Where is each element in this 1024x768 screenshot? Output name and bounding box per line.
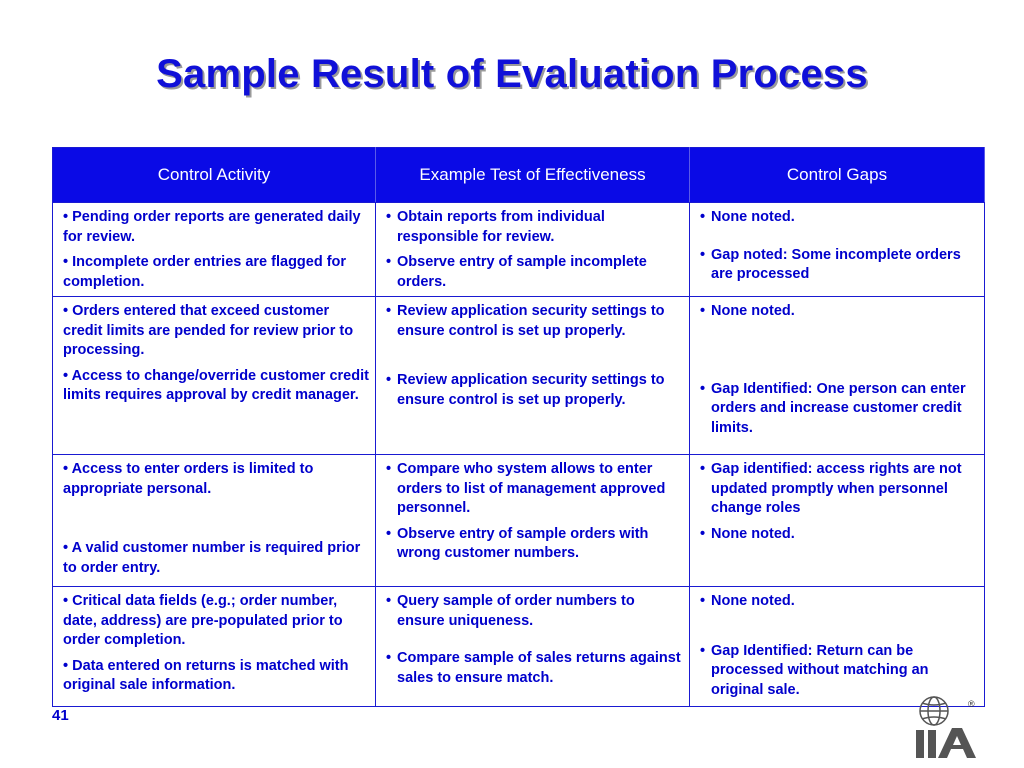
gap-text: Gap noted: Some incomplete orders are pr… [711,246,961,283]
list-item: • Gap identified: access rights are not u… [700,460,978,519]
list-item: • Gap Identified: Return can be processed… [700,642,978,701]
bullet: • [386,461,392,477]
svg-text:®: ® [968,699,975,709]
test-text: Compare sample of sales returns against … [397,650,681,686]
activity-cell: • Pending order reports are generated da… [52,202,376,297]
list-item: • Review application security settings to… [386,302,683,341]
gap-text: None noted. [711,593,795,609]
globe-icon: ® [916,696,976,758]
test-text: Observe entry of sample incomplete order… [397,254,647,290]
list-item: • None noted. [700,302,978,322]
gap-text: Gap Identified: One person can enter ord… [711,380,966,436]
test-cell: • Query sample of order numbers to ensure… [375,586,690,707]
table-row: • Pending order reports are generated da… [52,202,985,297]
bullet: • [700,642,706,659]
gap-text: None noted. [711,303,795,319]
test-cell: • Review application security settings to… [375,296,690,455]
activity-text: • A valid customer number is required pr… [63,540,361,576]
list-item: • Compare sample of sales returns against… [386,649,683,688]
bullet: • [386,593,392,609]
list-item: • None noted. [700,592,978,612]
bullet: • [386,525,392,542]
gap-cell: • None noted. • Gap noted: Some incomplete… [689,202,985,297]
test-text: Obtain reports from individual responsib… [397,209,605,245]
activity-cell: • Critical data fields (e.g.; order numb… [52,586,376,707]
list-item: • Compare who system allows to enter orde… [386,460,683,519]
list-item: • Obtain reports from individual responsi… [386,208,683,247]
evaluation-table: Control Activity Example Test of Effecti… [52,147,985,707]
header-test-of-effectiveness: Example Test of Effectiveness [375,147,690,203]
test-text: Observe entry of sample orders with wron… [397,525,649,562]
test-text: Review application security settings to … [397,372,665,408]
activity-text: • Incomplete order entries are flagged f… [63,254,347,290]
activity-text: • Access to change/override customer cre… [63,367,369,404]
gap-text: None noted. [711,209,795,225]
bullet: • [700,303,706,319]
bullet: • [700,209,706,225]
bullet: • [386,650,392,666]
activity-text: • Critical data fields (e.g.; order numb… [63,593,343,648]
activity-text: • Orders entered that exceed customer cr… [63,303,354,358]
activity-text: • Data entered on returns is matched wit… [63,657,349,694]
bullet: • [700,380,706,397]
gap-cell: • None noted. • Gap Identified: One person… [689,296,985,455]
header-control-activity: Control Activity [52,147,376,203]
page-number: 41 [52,707,69,724]
test-cell: • Compare who system allows to enter orde… [375,454,690,587]
bullet: • [700,525,706,542]
activity-text: • Access to enter orders is limited to a… [63,461,314,497]
bullet: • [386,372,392,388]
list-item: • Observe entry of sample incomplete orde… [386,253,683,292]
test-text: Query sample of order numbers to ensure … [397,593,635,629]
bullet: • [386,254,392,270]
gap-text: Gap identified: access rights are not up… [711,461,962,516]
list-item: • Gap Identified: One person can enter or… [700,380,978,439]
activity-cell: • Orders entered that exceed customer cr… [52,296,376,455]
gap-text: Gap Identified: Return can be processed … [711,642,929,698]
list-item: • Query sample of order numbers to ensure… [386,592,683,631]
list-item: • Review application security settings to… [386,371,683,410]
gap-text: None noted. [711,525,795,542]
bullet: • [700,246,706,263]
list-item: • None noted. [700,525,978,545]
bullet: • [700,593,706,609]
header-control-gaps: Control Gaps [689,147,985,203]
iia-logo: ® [908,694,994,767]
activity-text: • Pending order reports are generated da… [63,209,361,245]
bullet: • [386,209,392,225]
list-item: • Gap noted: Some incomplete orders are p… [700,246,978,285]
header-row: Control Activity Example Test of Effecti… [52,147,985,203]
bullet: • [700,461,706,477]
list-item: • None noted. [700,208,978,228]
bullet: • [386,303,392,319]
table-row: • Orders entered that exceed customer cr… [52,296,985,455]
test-text: Review application security settings to … [397,303,665,339]
list-item: • Observe entry of sample orders with wro… [386,525,683,564]
activity-cell: • Access to enter orders is limited to a… [52,454,376,587]
test-cell: • Obtain reports from individual responsi… [375,202,690,297]
table-row: • Access to enter orders is limited to a… [52,454,985,587]
table-row: • Critical data fields (e.g.; order numb… [52,586,985,707]
slide-title: Sample Result of Evaluation Process [156,52,868,96]
test-text: Compare who system allows to enter order… [397,461,666,516]
gap-cell: • None noted. • Gap Identified: Return can… [689,586,985,707]
gap-cell: • Gap identified: access rights are not u… [689,454,985,587]
